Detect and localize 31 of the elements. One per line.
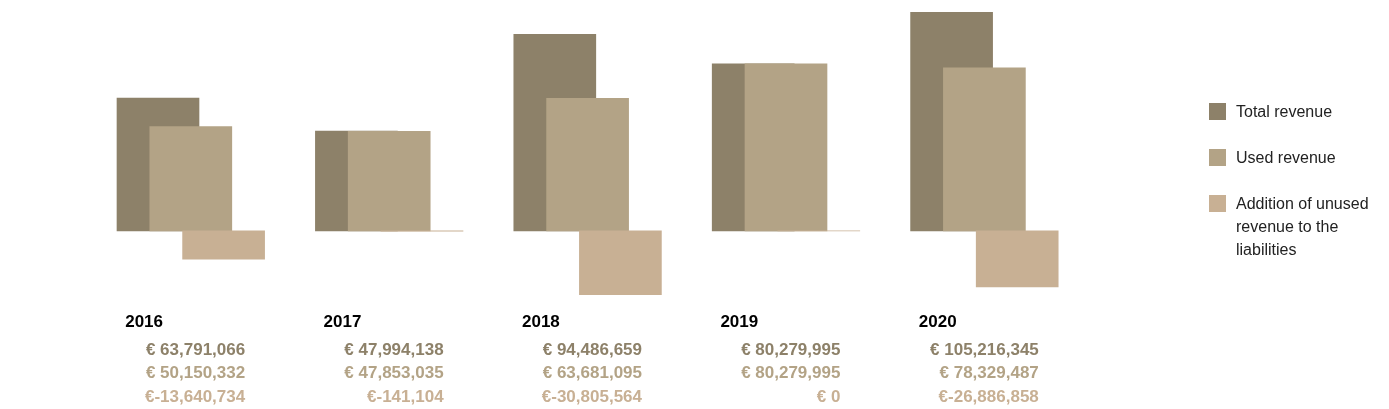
data-label: € 47,853,035 <box>344 363 444 383</box>
legend-label: Addition of unused revenue to the liabilities <box>1236 194 1370 260</box>
x-tick-label: 2020 <box>918 311 957 331</box>
bar <box>149 126 233 232</box>
data-label: € 47,994,138 <box>344 339 444 359</box>
data-label: € 94,486,659 <box>542 339 642 359</box>
bar <box>347 131 431 232</box>
data-label: € 80,279,995 <box>741 339 841 359</box>
data-label: € 63,791,066 <box>145 339 246 359</box>
data-label: €-30,805,564 <box>541 386 643 406</box>
data-label: € 105,216,345 <box>930 339 1039 359</box>
data-label: €-141,104 <box>367 386 445 406</box>
legend-label: Used revenue <box>1236 148 1336 168</box>
data-label: € 78,329,487 <box>939 363 1039 383</box>
bar <box>744 63 828 232</box>
bar <box>975 230 1059 288</box>
data-label: €-26,886,858 <box>938 386 1039 406</box>
bar <box>182 230 265 260</box>
data-label: € 63,681,095 <box>542 363 642 383</box>
data-label: € 50,150,332 <box>145 363 246 383</box>
x-tick-label: 2018 <box>522 311 560 331</box>
x-tick-label: 2019 <box>720 311 759 331</box>
bar <box>579 230 662 295</box>
x-tick-label: 2017 <box>323 311 362 331</box>
legend-label: Total revenue <box>1236 102 1333 122</box>
x-tick-label: 2016 <box>125 311 164 331</box>
data-label: € 80,279,995 <box>741 363 841 383</box>
bar <box>943 67 1026 232</box>
data-label: €-13,640,734 <box>145 386 246 406</box>
data-label: € 0 <box>816 386 841 406</box>
bar <box>546 98 629 232</box>
